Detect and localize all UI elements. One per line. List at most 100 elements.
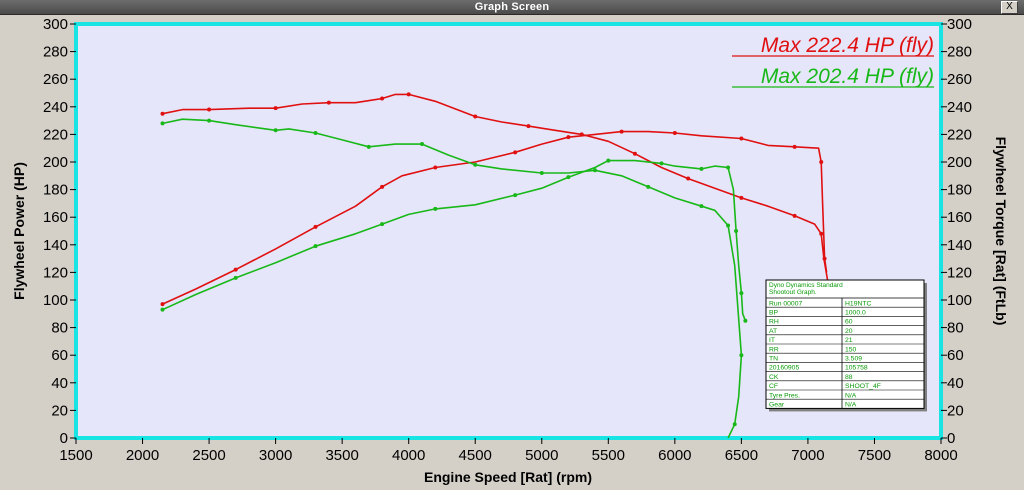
y-tick-label-left: 80 (51, 320, 68, 337)
max-annotation-text: Max 202.4 HP (fly) (761, 65, 934, 88)
y-tick-label-right: 80 (947, 320, 964, 337)
y-tick-label-right: 100 (947, 292, 972, 309)
close-button[interactable]: X (1001, 1, 1018, 14)
series-point (539, 171, 544, 176)
series-point (739, 136, 744, 141)
x-axis: 1500 2000 2500 3000 3500 4000 4500 5000 5500 6000… (59, 438, 958, 464)
info-table-key: CK (769, 374, 779, 381)
left-y-axis-label: Flywheel Power (HP) (11, 162, 27, 300)
info-table-key: RH (769, 319, 779, 326)
series-point (160, 111, 165, 116)
series-point (734, 229, 739, 233)
series-point (406, 92, 411, 97)
x-tick-label: 5000 (525, 447, 558, 464)
info-table-value: 88 (845, 374, 853, 381)
info-table-value: 1000.0 (845, 310, 866, 317)
series-point (739, 195, 744, 200)
series-point (739, 353, 744, 358)
info-table-key: Gear (769, 402, 785, 409)
series-point (739, 291, 744, 296)
y-tick-label-right: 160 (947, 209, 972, 226)
y-tick-label-left: 240 (43, 99, 68, 116)
series-line-4 (162, 118, 743, 439)
series-point (686, 176, 691, 181)
right-y-axis-label: Flywheel Torque [Rat] (FtLb) (993, 137, 1009, 326)
series-point (726, 223, 731, 228)
series-point (233, 275, 238, 280)
left-y-axis: 0 20 40 60 80 100 120 140 160 180 200 220 240 260 280 3… (43, 16, 76, 447)
series-point (732, 422, 737, 427)
x-axis-label: Engine Speed [Rat] (rpm) (424, 469, 592, 485)
y-tick-label-right: 240 (947, 99, 972, 116)
series-point (380, 184, 385, 189)
x-tick-label: 6500 (725, 447, 758, 464)
y-tick-label-left: 180 (43, 182, 68, 199)
series-point (160, 121, 165, 126)
y-tick-label-left: 60 (51, 347, 68, 364)
y-tick-label-right: 260 (947, 71, 972, 88)
info-table-value: 20 (845, 328, 853, 335)
x-tick-label: 2000 (126, 447, 159, 464)
y-tick-label-right: 140 (947, 237, 972, 254)
info-table-value: H19NTC (845, 300, 872, 307)
y-tick-label-left: 140 (43, 237, 68, 254)
x-tick-label: 4500 (459, 447, 492, 464)
y-tick-label-left: 20 (51, 402, 68, 419)
y-tick-label-left: 280 (43, 44, 68, 61)
y-tick-label-left: 0 (60, 430, 68, 447)
series-point (646, 184, 651, 189)
series-point (743, 318, 748, 323)
y-tick-label-right: 0 (947, 430, 955, 447)
y-tick-label-right: 280 (947, 44, 972, 61)
max-annotation-text: Max 222.4 HP (fly) (761, 34, 934, 57)
plot-frame (74, 22, 943, 440)
series-point (380, 222, 385, 227)
series-point (659, 161, 664, 166)
info-table-key: Run 00007 (769, 300, 802, 307)
series-point (699, 166, 704, 171)
x-tick-label: 7500 (858, 447, 891, 464)
info-table-key: AT (769, 328, 777, 335)
series-point (672, 131, 677, 136)
series-point (819, 231, 824, 236)
right-y-axis: 0 20 40 60 80 100 120 140 160 180 200 220 240 260 280 3… (941, 16, 972, 447)
info-table-header: Shootout Graph. (769, 289, 817, 296)
series-point (326, 100, 331, 105)
x-tick-label: 6000 (658, 447, 691, 464)
series-point (207, 107, 212, 112)
info-table-value: N/A (845, 392, 857, 399)
info-table-key: 20160905 (769, 365, 799, 372)
info-table-value: N/A (845, 402, 857, 409)
series-point (433, 165, 438, 170)
info-table-key: IT (769, 337, 775, 344)
series-point (792, 213, 797, 218)
series-point (606, 158, 611, 163)
x-tick-label: 8000 (924, 447, 957, 464)
y-tick-label-left: 160 (43, 209, 68, 226)
y-tick-label-left: 220 (43, 126, 68, 143)
info-table-key: RR (769, 346, 779, 353)
y-tick-label-right: 180 (947, 182, 972, 199)
series-point (473, 162, 478, 167)
series-layer (160, 92, 830, 439)
window-title: Graph Screen (474, 1, 550, 13)
y-tick-label-left: 120 (43, 264, 68, 281)
x-tick-label: 7000 (791, 447, 824, 464)
y-tick-label-right: 200 (947, 154, 972, 171)
x-tick-label: 3000 (259, 447, 292, 464)
title-bar: Graph Screen X (0, 0, 1024, 15)
y-tick-label-right: 60 (947, 347, 964, 364)
series-point (366, 144, 371, 149)
x-tick-label: 4000 (392, 447, 425, 464)
info-table-value: 105758 (845, 365, 868, 372)
y-tick-label-right: 120 (947, 264, 972, 281)
series-point (273, 106, 278, 111)
x-tick-label: 1500 (59, 447, 92, 464)
series-point (819, 160, 824, 164)
series-point (473, 114, 478, 119)
series-line-3 (162, 159, 747, 321)
series-point (313, 224, 318, 229)
info-table-value: 150 (845, 346, 857, 353)
